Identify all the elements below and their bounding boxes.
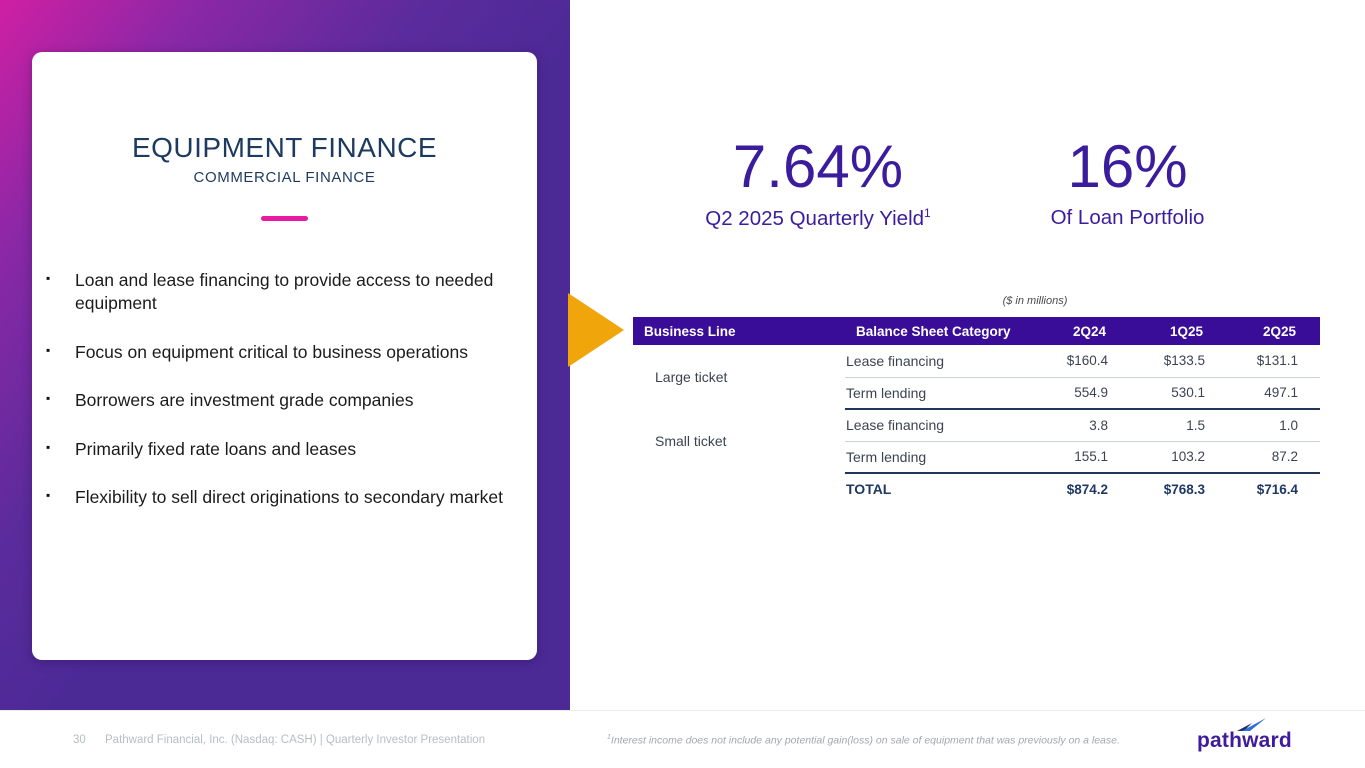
bullet-text: Flexibility to sell direct originations … [75, 487, 503, 508]
footnote: 1Interest income does not include any po… [607, 734, 1120, 747]
business-line-label: Small ticket [655, 433, 727, 449]
pathward-logo: pathward [1197, 716, 1307, 762]
stat-quarterly-yield: 7.64% Q2 2025 Quarterly Yield1 [618, 136, 1018, 231]
footer-text: Pathward Financial, Inc. (Nasdaq: CASH) … [105, 734, 486, 746]
accent-divider [261, 216, 308, 221]
stat-value: 7.64% [732, 133, 904, 200]
footnote-ref: 1 [924, 206, 931, 220]
value-cell: 87.2 [1227, 441, 1320, 474]
value-cell: 497.1 [1227, 377, 1320, 410]
business-line-label: Large ticket [655, 369, 728, 385]
column-header-2q25: 2Q25 [1227, 317, 1320, 345]
stat-value: 16% [1067, 133, 1188, 200]
bullet-text: Loan and lease financing to provide acce… [75, 270, 494, 314]
bullet-square-icon: ▪ [46, 271, 51, 285]
bullet-square-icon: ▪ [46, 488, 51, 503]
stat-label: Q2 2025 Quarterly Yield1 [618, 206, 1018, 231]
bullet-text: Borrowers are investment grade companies [75, 390, 414, 411]
total-value: $716.4 [1256, 481, 1298, 497]
bullet-list: ▪ Loan and lease financing to provide ac… [32, 269, 537, 510]
value-cell: 1.0 [1227, 409, 1320, 442]
bullet-text: Focus on equipment critical to business … [75, 341, 468, 362]
footer-divider [0, 710, 1365, 711]
category-cell: Lease financing [845, 409, 1035, 442]
bullet-square-icon: ▪ [46, 439, 51, 454]
logo-text: pathward [1197, 729, 1292, 752]
stat-label: Of Loan Portfolio [1050, 206, 1205, 229]
bullet-square-icon: ▪ [46, 391, 51, 406]
content-card: EQUIPMENT FINANCE COMMERCIAL FINANCE ▪ L… [32, 52, 537, 660]
slide-title: EQUIPMENT FINANCE [131, 132, 438, 163]
total-value: $874.2 [1066, 481, 1108, 497]
logo-arrow-icon [1237, 718, 1266, 731]
table-row: Term lending 155.1 103.2 87.2 [633, 441, 1320, 474]
value-cell: 103.2 [1130, 441, 1227, 474]
empty-cell [633, 473, 845, 504]
value-cell: $133.5 [1130, 345, 1227, 378]
slide-subtitle: COMMERCIAL FINANCE [193, 169, 376, 186]
value-cell: 3.8 [1035, 409, 1130, 442]
column-header-1q25: 1Q25 [1130, 317, 1227, 345]
balance-sheet-table: Business Line Balance Sheet Category 2Q2… [633, 317, 1320, 504]
value-cell: 530.1 [1130, 377, 1227, 410]
callout-arrow-icon [568, 293, 624, 367]
value-cell: 155.1 [1035, 441, 1130, 474]
category-cell: Lease financing [845, 345, 1035, 378]
value-cell: $131.1 [1227, 345, 1320, 378]
column-header-balance-sheet-category: Balance Sheet Category [845, 317, 1035, 345]
footnote-marker: 1 [607, 734, 611, 741]
table-row: Small ticket Lease financing 3.8 1.5 1.0 [633, 409, 1320, 449]
list-item: ▪ Flexibility to sell direct origination… [32, 486, 533, 509]
list-item: ▪ Borrowers are investment grade compani… [32, 389, 533, 412]
bullet-text: Primarily fixed rate loans and leases [75, 438, 357, 459]
value-cell: 554.9 [1035, 377, 1130, 410]
value-cell: 1.5 [1130, 409, 1227, 442]
list-item: ▪ Focus on equipment critical to busines… [32, 341, 533, 364]
list-item: ▪ Loan and lease financing to provide ac… [32, 269, 533, 316]
stat-loan-portfolio: 16% Of Loan Portfolio [960, 136, 1295, 230]
units-note: ($ in millions) [1002, 295, 1068, 307]
table-total-row: TOTAL $874.2 $768.3 $716.4 [633, 473, 1320, 504]
category-cell: Term lending [845, 377, 1035, 410]
footnote-text: Interest income does not include any pot… [610, 734, 1120, 747]
category-cell: Term lending [845, 441, 1035, 474]
bullet-square-icon: ▪ [46, 342, 51, 357]
table-header-row: Business Line Balance Sheet Category 2Q2… [633, 317, 1320, 345]
total-label: TOTAL [846, 481, 892, 497]
stat-label-text: Q2 2025 Quarterly Yield [705, 206, 925, 230]
column-header-business-line: Business Line [633, 317, 845, 345]
total-value: $768.3 [1163, 481, 1205, 497]
page-number: 30 [73, 734, 86, 746]
list-item: ▪ Primarily fixed rate loans and leases [32, 438, 533, 461]
value-cell: $160.4 [1035, 345, 1130, 378]
table-row: Large ticket Lease financing $160.4 $133… [633, 345, 1320, 385]
table-row: Term lending 554.9 530.1 497.1 [633, 377, 1320, 410]
column-header-2q24: 2Q24 [1035, 317, 1130, 345]
